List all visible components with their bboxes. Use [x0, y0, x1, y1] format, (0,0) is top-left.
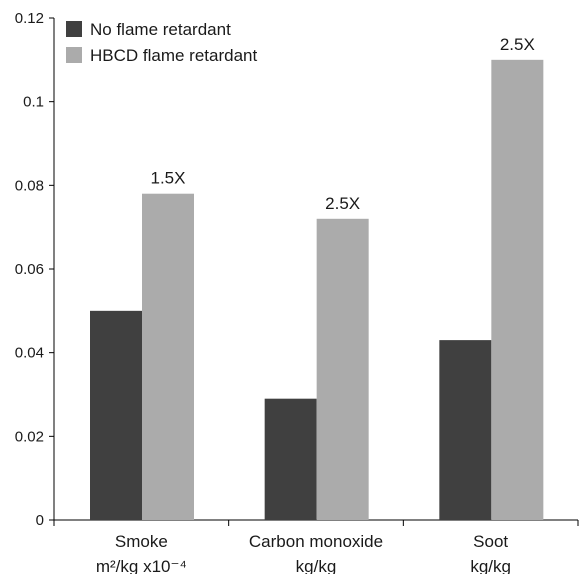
x-category-label: m²/kg x10⁻⁴ — [96, 557, 187, 574]
y-tick-label: 0.04 — [15, 345, 44, 362]
bar-no-flame-retardant — [90, 310, 142, 520]
y-tick-label: 0 — [36, 512, 44, 529]
legend-swatch — [66, 47, 82, 63]
y-tick-label: 0.02 — [15, 428, 44, 445]
bar-hbcd-flame-retardant — [142, 193, 194, 520]
bar-hbcd-flame-retardant — [316, 218, 369, 521]
ratio-annotation: 2.5X — [500, 35, 535, 54]
x-category-label: Carbon monoxide — [249, 532, 383, 551]
x-category-label: kg/kg — [470, 557, 511, 574]
y-tick-label: 0.1 — [23, 94, 44, 111]
x-category-label: kg/kg — [296, 557, 337, 574]
y-tick-label: 0.06 — [15, 261, 44, 278]
legend-label: HBCD flame retardant — [90, 46, 258, 65]
bar-no-flame-retardant — [439, 340, 492, 520]
bar-hbcd-flame-retardant — [491, 59, 544, 520]
legend-label: No flame retardant — [90, 20, 231, 39]
legend-swatch — [66, 21, 82, 37]
x-category-label: Soot — [473, 532, 508, 551]
x-category-label: Smoke — [115, 532, 168, 551]
ratio-annotation: 1.5X — [151, 169, 186, 188]
y-tick-label: 0.12 — [15, 10, 44, 27]
bar-no-flame-retardant — [264, 398, 317, 520]
ratio-annotation: 2.5X — [325, 194, 360, 213]
y-tick-label: 0.08 — [15, 177, 44, 194]
